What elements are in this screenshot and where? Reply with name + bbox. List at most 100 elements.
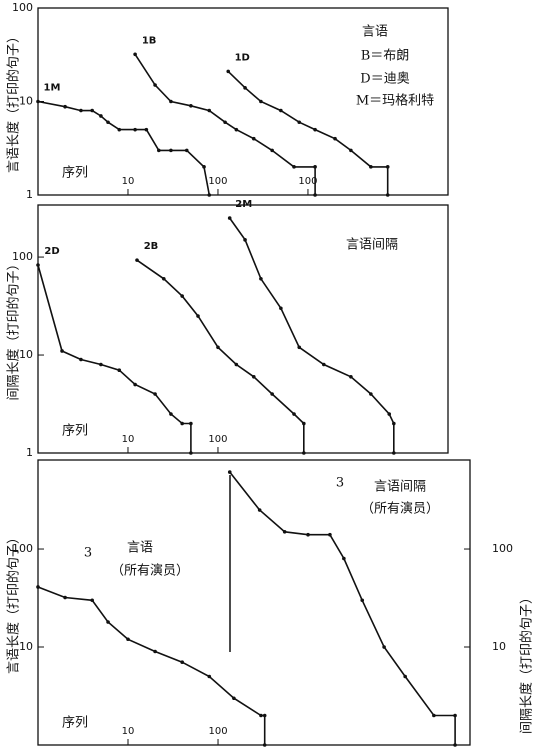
data-point <box>360 598 365 603</box>
data-point <box>161 277 166 281</box>
data-point <box>279 108 283 113</box>
data-point <box>259 713 263 718</box>
y-tick-label: 100 <box>12 250 33 263</box>
data-point <box>369 392 373 396</box>
data-point <box>63 104 67 109</box>
data-point <box>169 148 173 153</box>
series-line <box>134 53 316 195</box>
x-axis-label: 序列 <box>62 716 88 731</box>
data-point <box>135 258 139 262</box>
data-point <box>227 470 232 474</box>
data-point <box>385 193 390 197</box>
series-label: 2B <box>144 241 159 252</box>
data-point <box>169 412 173 416</box>
annotation: （所有演员） <box>361 501 439 517</box>
y-tick-label: 10 <box>19 348 33 361</box>
plot-frame <box>37 459 471 746</box>
annotation: （所有演员） <box>111 563 189 579</box>
data-point <box>262 743 267 747</box>
data-point <box>117 127 122 132</box>
data-point <box>251 374 256 379</box>
data-point <box>328 532 332 537</box>
data-point <box>403 674 407 679</box>
data-point <box>259 99 263 104</box>
annotation: 言语间隔 <box>346 238 398 253</box>
data-point <box>196 314 200 318</box>
series-line <box>37 100 211 196</box>
data-point <box>279 306 283 311</box>
data-point <box>207 108 212 113</box>
annotation: 3 <box>336 476 344 491</box>
data-point <box>270 392 274 396</box>
annotation: D＝迪奥 <box>360 72 409 87</box>
data-point <box>79 108 83 113</box>
data-point <box>99 114 103 118</box>
data-point <box>133 382 137 387</box>
x-tick-label: 100 <box>208 726 227 737</box>
y-axis-label: 言语长度（打印的句子） <box>6 531 22 674</box>
x-tick-label: 100 <box>208 176 227 187</box>
series-label: 2M <box>235 199 252 210</box>
data-point <box>243 238 247 242</box>
data-point <box>297 345 302 350</box>
series-label: 1D <box>235 52 250 63</box>
data-point <box>207 193 212 197</box>
y2-tick-label: 100 <box>492 542 513 555</box>
data-point <box>385 165 390 169</box>
data-point <box>156 148 161 153</box>
annotation: 言语 <box>362 25 388 40</box>
data-point <box>234 362 239 367</box>
data-point <box>227 216 232 220</box>
data-point <box>180 421 184 426</box>
data-point <box>126 637 130 642</box>
y-tick-label: 10 <box>19 95 33 108</box>
series-label: 1B <box>142 35 157 46</box>
data-point <box>313 193 317 197</box>
data-point <box>106 620 110 624</box>
data-point <box>117 368 122 373</box>
data-point <box>216 345 220 350</box>
data-point <box>202 165 206 169</box>
data-point <box>169 99 173 104</box>
data-point <box>207 674 212 679</box>
y2-tick-label: 10 <box>492 640 506 653</box>
data-point <box>302 421 306 426</box>
data-point <box>106 120 110 125</box>
x-tick-label: 100 <box>208 434 227 445</box>
data-point <box>349 148 353 153</box>
x-tick-label: 10 <box>122 726 135 737</box>
data-point <box>184 148 189 153</box>
y-tick-label: 100 <box>12 542 33 555</box>
data-point <box>189 451 193 455</box>
data-point <box>453 713 457 718</box>
data-point <box>322 362 326 367</box>
series-label: 1M <box>44 83 61 94</box>
data-point <box>189 103 193 108</box>
data-point <box>349 374 353 379</box>
data-point <box>243 86 247 90</box>
data-point <box>392 421 396 426</box>
y-tick-label: 1 <box>26 188 33 201</box>
data-point <box>382 645 386 649</box>
data-point <box>259 277 263 281</box>
data-point <box>99 362 103 367</box>
x-tick-label: 10 <box>122 176 135 187</box>
data-point <box>297 120 302 125</box>
x-tick-label: 100 <box>298 176 317 187</box>
data-point <box>90 108 94 113</box>
y-axis-label: 间隔长度（打印的句子） <box>6 257 22 400</box>
data-point <box>36 585 40 589</box>
series-line <box>229 471 456 745</box>
data-point <box>302 451 306 455</box>
x-axis-label: 序列 <box>62 424 88 439</box>
data-point <box>153 392 157 396</box>
y2-axis-label: 间隔长度（打印的句子） <box>519 591 535 734</box>
data-point <box>262 713 267 718</box>
data-point <box>189 421 193 426</box>
data-point <box>333 136 337 141</box>
y-tick-label: 100 <box>12 1 33 14</box>
data-point <box>313 165 317 169</box>
annotation: 言语 <box>127 541 153 556</box>
